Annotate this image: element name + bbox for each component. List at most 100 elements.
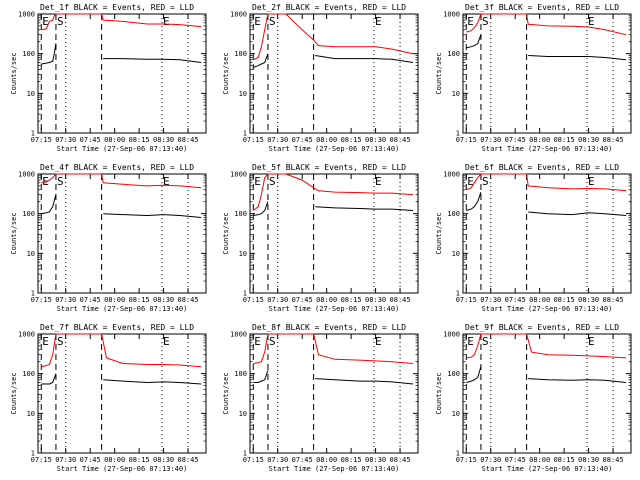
x-tick-label: 07:30	[267, 456, 288, 464]
x-tick-label: 08:15	[554, 296, 575, 304]
y-tick-label: 10	[452, 90, 460, 98]
x-tick-label: 07:30	[267, 136, 288, 144]
panel-title: Det_6f BLACK = Events, RED = LLD	[465, 163, 619, 172]
series-events-line	[41, 373, 202, 385]
marker-label: E	[375, 15, 382, 28]
x-tick-label: 08:45	[178, 456, 199, 464]
x-axis-label: Start Time (27-Sep-06 07:13:40)	[269, 145, 400, 153]
marker-label: E	[588, 175, 595, 188]
marker-label: S	[269, 15, 276, 28]
x-tick-label: 08:30	[365, 456, 386, 464]
panel-det-8: Det_8f BLACK = Events, RED = LLD 1 10 100 10…	[222, 323, 419, 473]
y-tick-label: 1000	[443, 11, 460, 19]
marker-label: E	[42, 175, 49, 188]
series-lld-line	[252, 173, 414, 211]
panel-title: Det_7f BLACK = Events, RED = LLD	[40, 323, 194, 332]
marker-label: E	[42, 15, 49, 28]
x-tick-label: 08:45	[390, 296, 411, 304]
x-tick-label: 07:15	[456, 296, 477, 304]
marker-label: E	[254, 15, 261, 28]
x-tick-label: 08:00	[316, 136, 337, 144]
y-tick-label: 1000	[230, 11, 247, 19]
x-tick-label: 08:30	[153, 136, 174, 144]
marker-label: S	[482, 175, 489, 188]
x-tick-label: 07:45	[505, 136, 526, 144]
plot-frame	[37, 173, 207, 294]
y-tick-label: 10	[27, 90, 35, 98]
panel-title: Det_2f BLACK = Events, RED = LLD	[252, 3, 406, 12]
y-tick-label: 1000	[18, 171, 35, 179]
x-tick-label: 08:30	[578, 136, 599, 144]
x-tick-label: 07:15	[31, 136, 52, 144]
y-tick-label: 100	[447, 50, 460, 58]
plot-frame	[462, 173, 632, 294]
y-tick-label: 100	[447, 210, 460, 218]
x-axis-label: Start Time (27-Sep-06 07:13:40)	[482, 465, 613, 473]
y-axis-label: Counts/sec	[10, 52, 18, 94]
x-tick-label: 07:45	[80, 296, 101, 304]
x-axis-label: Start Time (27-Sep-06 07:13:40)	[269, 305, 400, 313]
x-axis-label: Start Time (27-Sep-06 07:13:40)	[57, 305, 188, 313]
x-tick-label: 07:30	[267, 296, 288, 304]
x-tick-label: 07:45	[505, 456, 526, 464]
marker-label: E	[163, 335, 170, 348]
series-events-line	[466, 191, 627, 216]
x-tick-label: 08:30	[578, 296, 599, 304]
y-tick-label: 1	[456, 290, 460, 298]
x-tick-label: 08:00	[316, 456, 337, 464]
x-tick-label: 07:45	[80, 456, 101, 464]
y-axis-label: Counts/sec	[10, 212, 18, 254]
x-tick-label: 08:00	[316, 296, 337, 304]
y-tick-label: 1	[243, 290, 247, 298]
marker-label: E	[254, 335, 261, 348]
x-tick-label: 07:45	[505, 296, 526, 304]
panel-det-2: Det_2f BLACK = Events, RED = LLD 1 10 100 10…	[222, 3, 419, 153]
x-tick-label: 07:15	[243, 136, 264, 144]
y-tick-label: 10	[452, 410, 460, 418]
series-events-line	[253, 370, 414, 385]
x-tick-label: 07:30	[55, 456, 76, 464]
x-tick-label: 07:30	[55, 296, 76, 304]
marker-label: S	[57, 15, 64, 28]
series-events-line	[41, 43, 202, 65]
y-tick-label: 1000	[443, 331, 460, 339]
plot-frame	[462, 333, 632, 454]
x-axis-label: Start Time (27-Sep-06 07:13:40)	[482, 305, 613, 313]
y-tick-label: 100	[22, 370, 35, 378]
x-tick-label: 08:30	[153, 456, 174, 464]
x-axis-label: Start Time (27-Sep-06 07:13:40)	[269, 465, 400, 473]
y-tick-label: 1	[243, 450, 247, 458]
y-tick-label: 1000	[230, 171, 247, 179]
marker-label: E	[163, 15, 170, 28]
x-tick-label: 08:45	[603, 136, 624, 144]
panel-title: Det_3f BLACK = Events, RED = LLD	[465, 3, 619, 12]
x-tick-label: 07:15	[456, 456, 477, 464]
panel-det-3: Det_3f BLACK = Events, RED = LLD 1 10 100 10…	[435, 3, 632, 153]
x-tick-label: 07:15	[243, 296, 264, 304]
y-tick-label: 1000	[18, 331, 35, 339]
panel-det-1: Det_1f BLACK = Events, RED = LLD 1 10 100 10…	[10, 3, 207, 153]
x-tick-label: 08:45	[390, 456, 411, 464]
y-axis-label: Counts/sec	[435, 372, 443, 414]
plot-frame	[249, 13, 419, 134]
panel-det-4: Det_4f BLACK = Events, RED = LLD 1 10 100 10…	[10, 163, 207, 313]
x-tick-label: 08:45	[178, 136, 199, 144]
y-tick-label: 1	[31, 130, 35, 138]
y-tick-label: 1	[31, 290, 35, 298]
x-tick-label: 07:15	[243, 456, 264, 464]
marker-label: S	[269, 175, 276, 188]
x-tick-label: 08:00	[529, 136, 550, 144]
x-tick-label: 08:30	[153, 296, 174, 304]
series-events-line	[41, 194, 202, 218]
series-lld-line	[466, 173, 627, 192]
plot-frame	[462, 13, 632, 134]
marker-label: S	[57, 335, 64, 348]
y-tick-label: 1000	[18, 11, 35, 19]
marker-label: S	[482, 335, 489, 348]
x-tick-label: 08:30	[365, 296, 386, 304]
x-tick-label: 07:30	[480, 136, 501, 144]
marker-label: S	[482, 15, 489, 28]
series-lld-line	[41, 173, 202, 189]
y-tick-label: 1000	[230, 331, 247, 339]
